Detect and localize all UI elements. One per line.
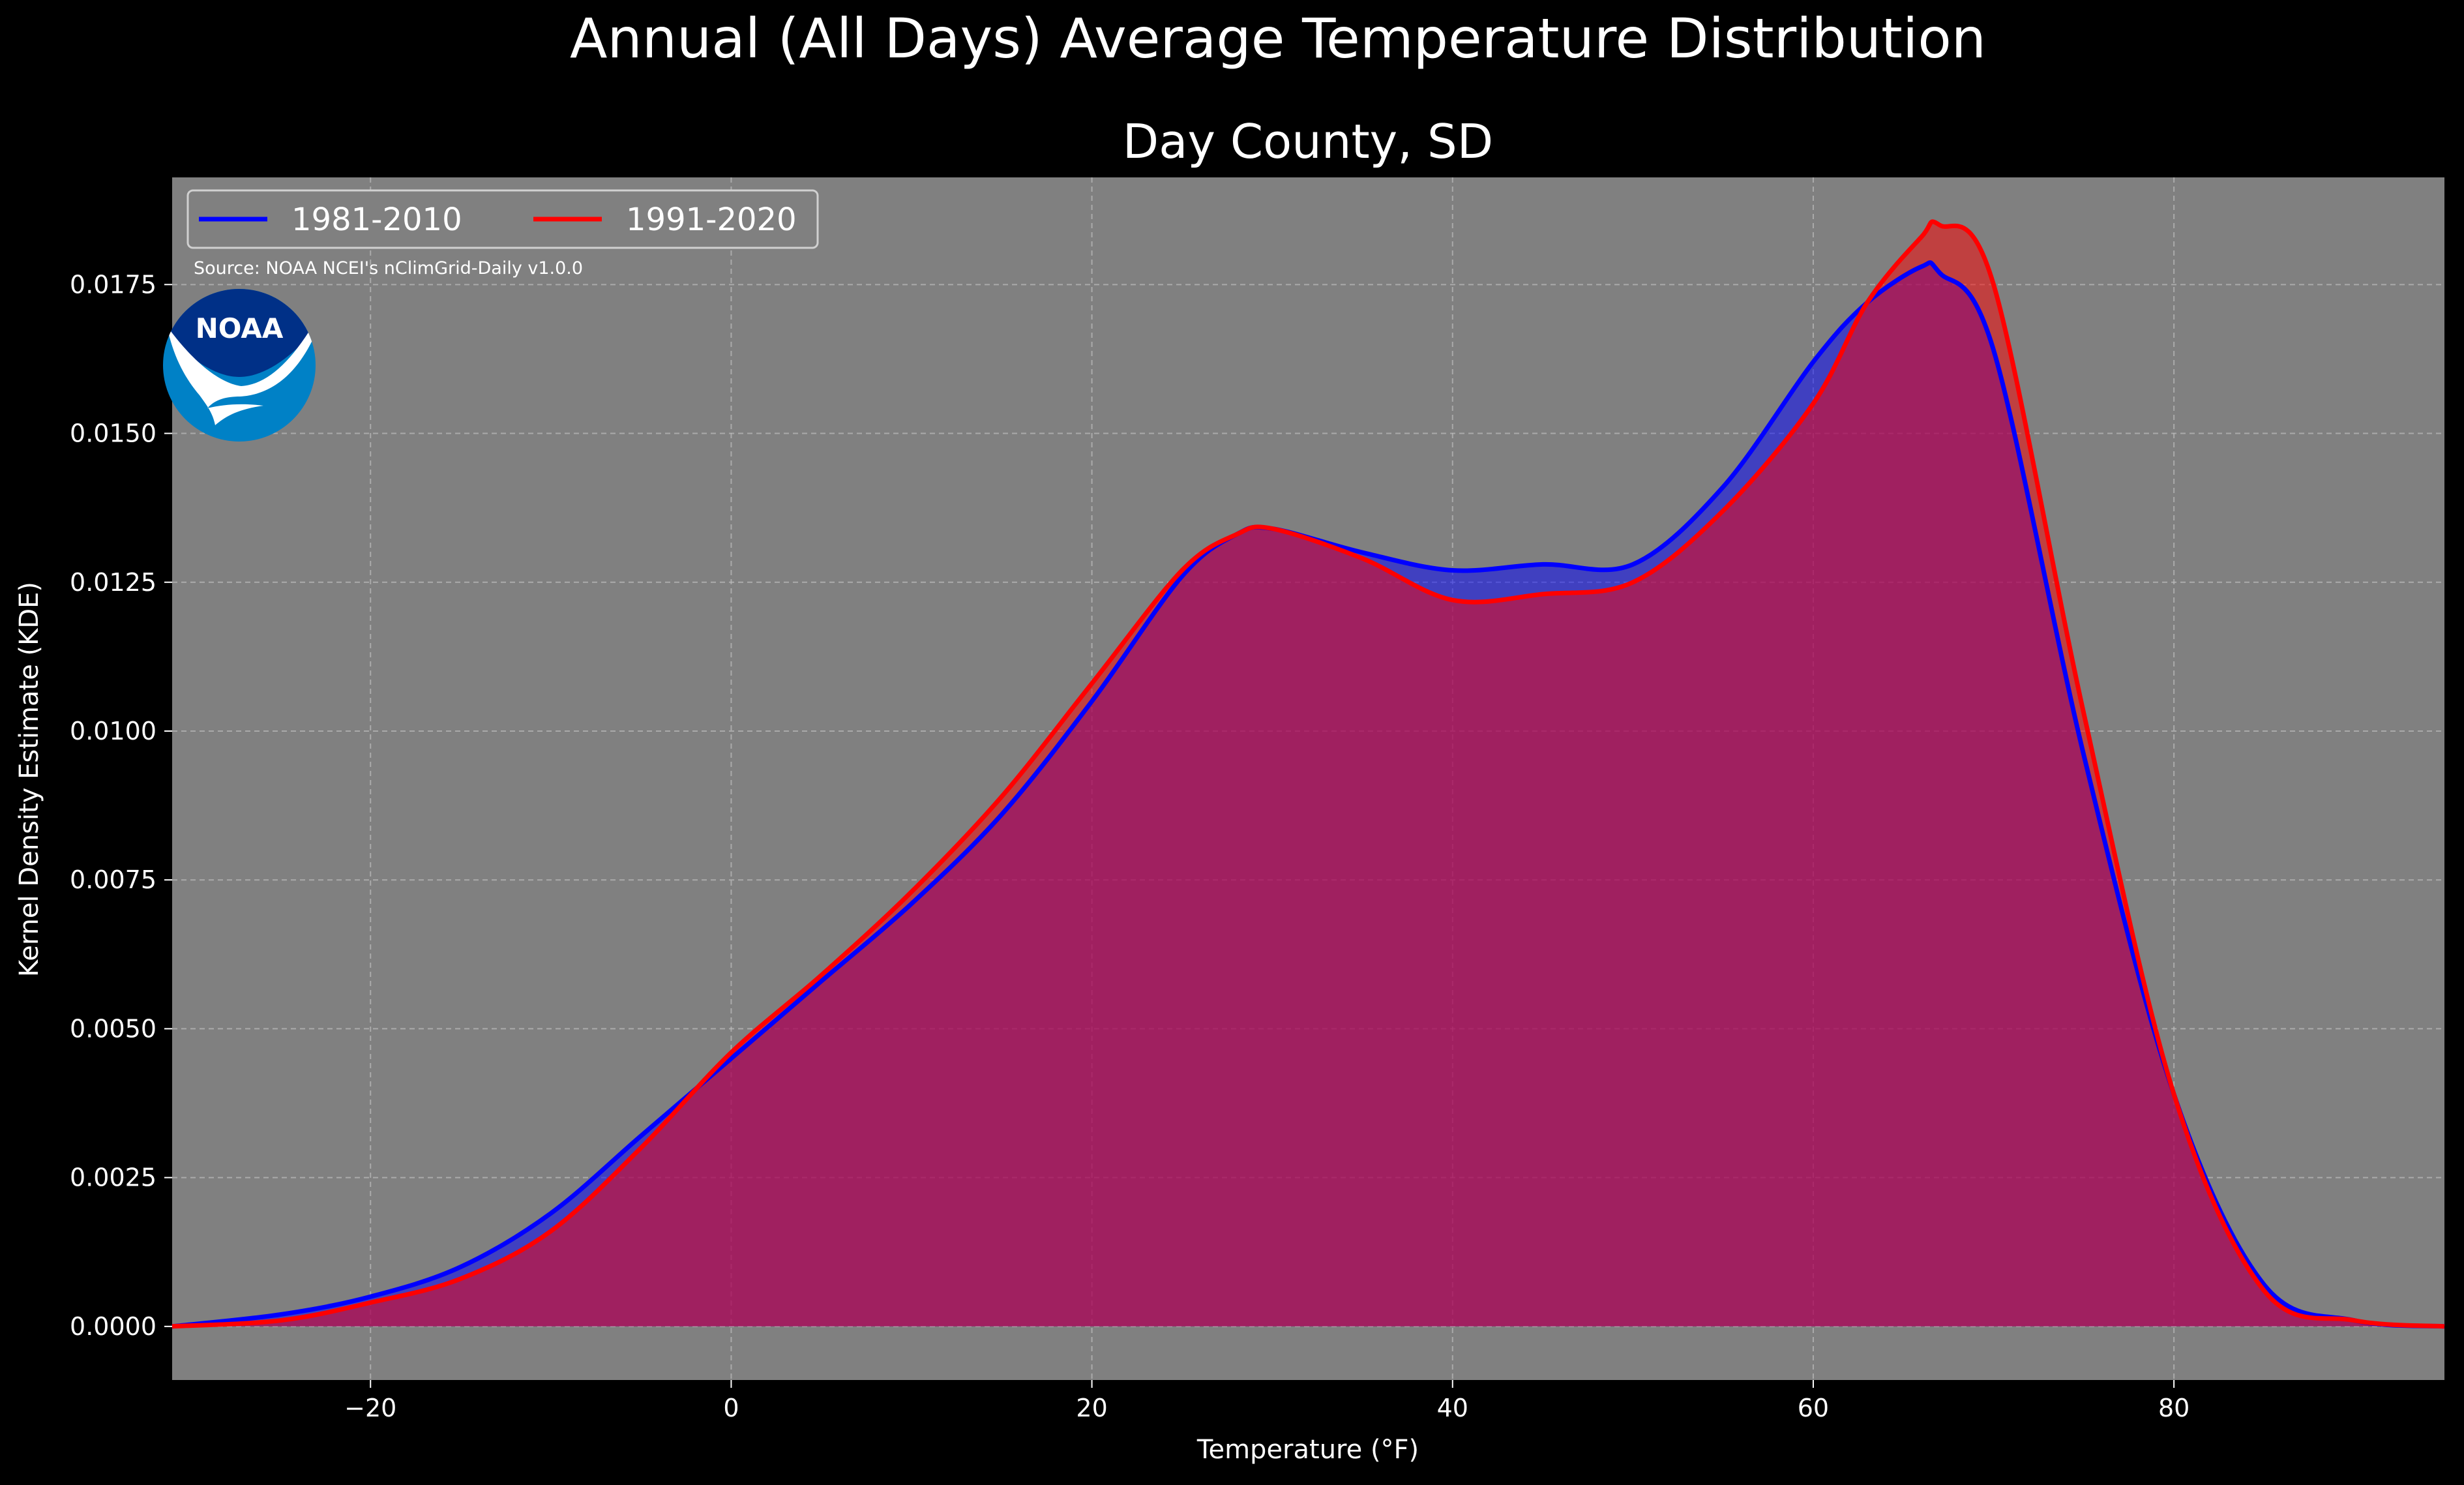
x-tick-label: 20: [1076, 1394, 1107, 1422]
y-tick-label: 0.0175: [70, 270, 156, 299]
legend: 1981-2010 1991-2020: [186, 189, 819, 249]
x-tick-label: −20: [344, 1394, 396, 1422]
logo-upper-navy: [163, 289, 316, 377]
y-tick-label: 0.0000: [70, 1312, 156, 1341]
y-tick-label: 0.0100: [70, 717, 156, 745]
y-tick-label: 0.0075: [70, 865, 156, 894]
legend-frame: [186, 189, 819, 249]
y-tick-label: 0.0125: [70, 568, 156, 597]
y-tick-label: 0.0150: [70, 419, 156, 448]
y-tick-label: 0.0050: [70, 1014, 156, 1043]
x-axis-label: Temperature (°F): [1196, 1435, 1419, 1465]
series-line-1981-2010: [171, 260, 2445, 1329]
y-tick-label: 0.0025: [70, 1163, 156, 1192]
x-tick-label: 80: [2158, 1394, 2189, 1422]
axis-layer: −20 0 20 40 60 80 0.0000 0.0025 0.0050 0.0075 0.01…: [70, 270, 2189, 1422]
y-axis-label: Kernel Density Estimate (KDE): [14, 582, 44, 977]
x-tick-label: 60: [1798, 1394, 1829, 1422]
legend-label-1991-2020: 1991-2020: [626, 202, 797, 238]
figure-title: Annual (All Days) Average Temperature Di…: [570, 7, 1986, 70]
chart-subtitle: Day County, SD: [1123, 114, 1493, 169]
legend-label-1981-2010: 1981-2010: [291, 202, 462, 238]
noaa-logo: NOAA: [163, 289, 316, 442]
x-tick-label: 40: [1437, 1394, 1468, 1422]
x-tick-label: 0: [723, 1394, 739, 1422]
source-note: Source: NOAA NCEI's nClimGrid-Daily v1.0…: [194, 258, 583, 278]
logo-wordmark: NOAA: [196, 312, 284, 344]
logo-gull-shape: [167, 326, 313, 425]
series-layer: [171, 219, 2445, 1329]
series-line-1991-2020: [171, 219, 2445, 1329]
